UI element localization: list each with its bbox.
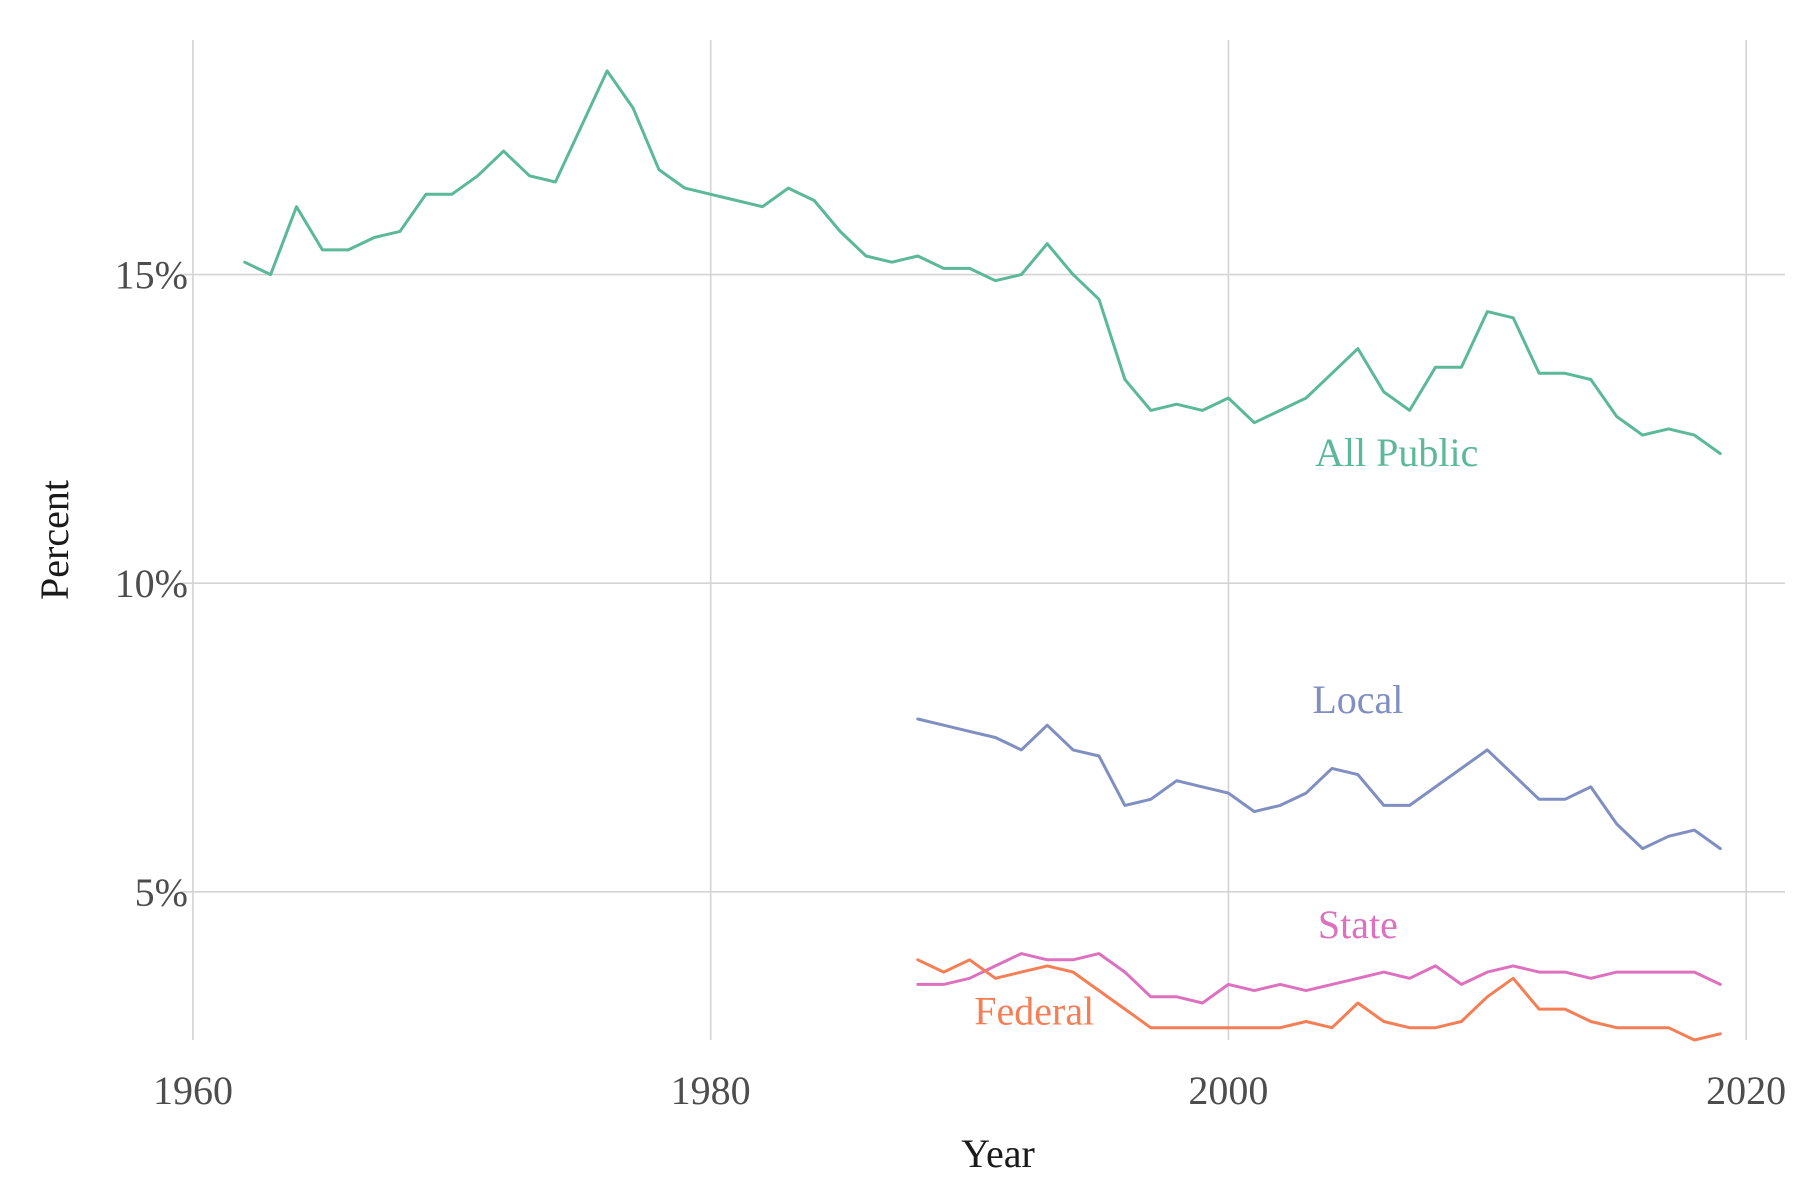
x-tick-label: 2020 — [1706, 1068, 1786, 1113]
y-axis-title: Percent — [32, 480, 77, 600]
x-axis-title: Year — [961, 1131, 1035, 1176]
series-label-federal: Federal — [974, 989, 1094, 1034]
series-line-all-public — [243, 69, 1722, 456]
series-labels: All Public Local State Federal — [974, 430, 1478, 1034]
grid-lines — [180, 40, 1785, 1040]
y-axis-tick-labels: 5% 10% 15% — [115, 253, 188, 915]
series-line-federal — [916, 958, 1722, 1042]
series-label-local: Local — [1312, 677, 1403, 722]
x-axis-tick-labels: 1960 1980 2000 2020 — [153, 1068, 1786, 1113]
x-tick-label: 1960 — [153, 1068, 233, 1113]
x-tick-label: 2000 — [1188, 1068, 1268, 1113]
y-tick-label: 15% — [115, 253, 188, 298]
series-label-all-public: All Public — [1315, 430, 1478, 475]
x-tick-label: 1980 — [671, 1068, 751, 1113]
y-tick-label: 10% — [115, 561, 188, 606]
series-lines — [243, 69, 1722, 1042]
series-line-state — [916, 952, 1722, 1005]
y-tick-label: 5% — [135, 870, 188, 915]
series-line-local — [916, 717, 1722, 851]
series-label-state: State — [1318, 902, 1398, 947]
